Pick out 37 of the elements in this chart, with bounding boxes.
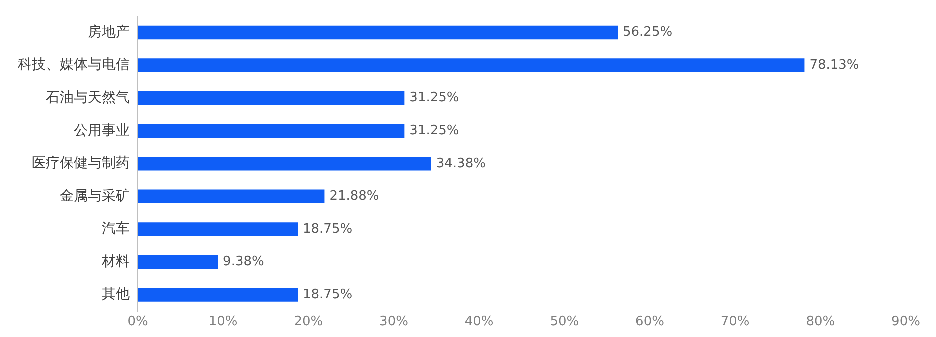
y-tick-label: 科技、媒体与电信 (18, 57, 130, 74)
x-tick-label: 50% (550, 314, 580, 330)
y-tick-label: 公用事业 (74, 122, 130, 139)
bar (138, 157, 432, 171)
bar (138, 124, 405, 138)
x-tick-label: 60% (636, 314, 664, 330)
bar (138, 255, 218, 270)
x-tick-label: 40% (464, 314, 494, 330)
x-tick-label: 10% (208, 314, 238, 330)
data-label: 31.25% (410, 123, 460, 138)
bar (138, 58, 805, 72)
bar (138, 288, 298, 302)
x-tick-label: 70% (720, 314, 750, 330)
bar (138, 222, 298, 236)
x-tick-label: 20% (294, 314, 324, 330)
x-tick-label: 90% (892, 314, 920, 330)
data-label: 18.75% (303, 287, 353, 302)
data-label: 21.88% (330, 189, 380, 204)
bar (138, 91, 405, 106)
y-tick-label: 石油与天然气 (46, 90, 130, 106)
data-label: 78.13% (810, 58, 860, 73)
x-tick-label: 30% (380, 314, 408, 330)
bar (138, 190, 325, 204)
data-label: 31.25% (410, 90, 460, 106)
y-tick-label: 医疗保健与制药 (32, 156, 130, 172)
bar (138, 26, 618, 40)
data-label: 56.25% (623, 25, 673, 40)
y-tick-label: 汽车 (102, 221, 130, 238)
x-tick-label: 80% (806, 314, 836, 330)
y-tick-label: 材料 (101, 254, 130, 270)
y-tick-label: 其他 (102, 286, 130, 303)
x-tick-label: 0% (128, 314, 148, 330)
data-label: 34.38% (436, 156, 486, 172)
data-label: 9.38% (223, 254, 264, 270)
y-tick-label: 金属与采矿 (60, 188, 130, 204)
y-tick-label: 房地产 (88, 24, 130, 40)
data-label: 18.75% (303, 222, 353, 237)
